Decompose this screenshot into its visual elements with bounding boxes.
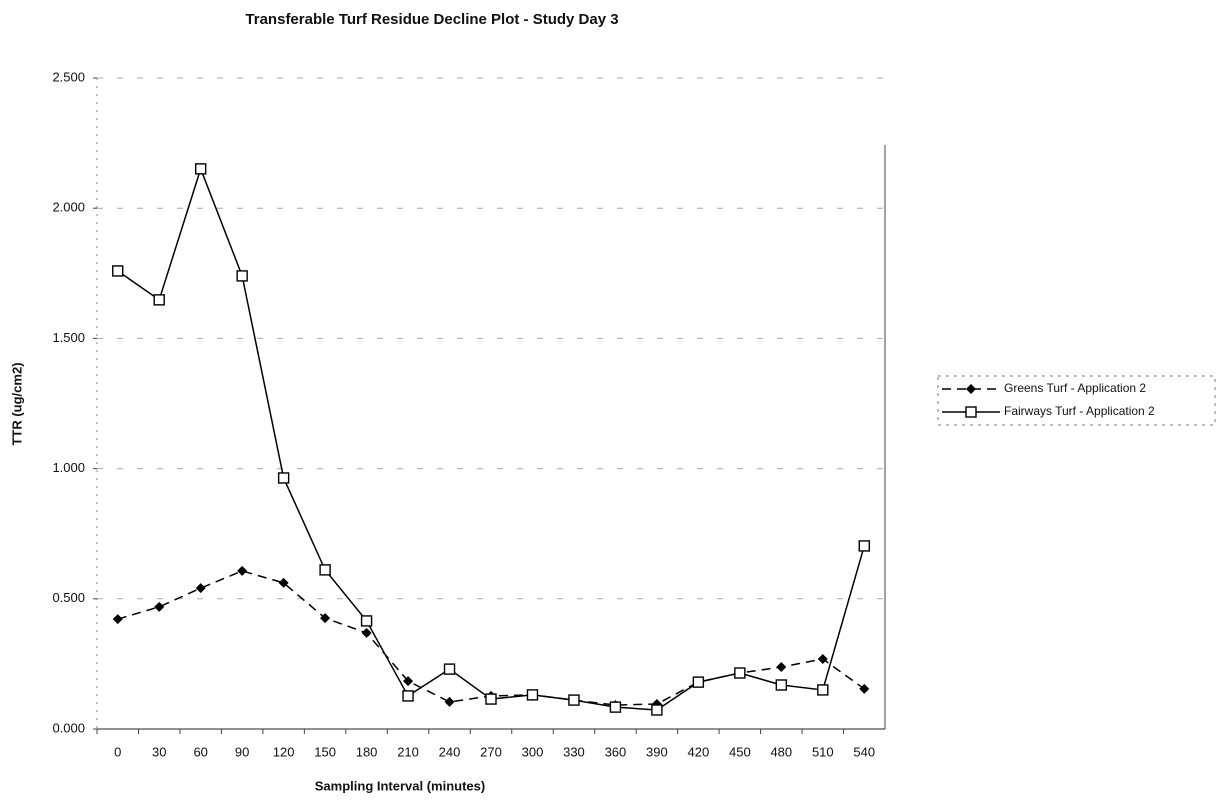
data-point (651, 704, 663, 716)
x-tick-label: 390 (646, 744, 668, 759)
data-point (692, 676, 705, 688)
data-point (817, 684, 829, 696)
y-axis-title: TTR (ug/cm2) (9, 362, 24, 445)
x-tick-label: 450 (729, 744, 751, 759)
x-tick-label: 360 (605, 744, 627, 759)
y-tick-label: 2.500 (52, 69, 85, 84)
x-tick-label: 150 (314, 744, 336, 759)
x-tick-label: 510 (812, 744, 834, 759)
x-tick-label: 60 (193, 744, 207, 759)
legend-label: Greens Turf - Application 2 (1004, 381, 1146, 395)
data-point (609, 701, 622, 713)
data-point (154, 601, 165, 612)
data-point (966, 384, 976, 394)
legend-label: Fairways Turf - Application 2 (1004, 404, 1155, 418)
data-point (817, 653, 828, 664)
x-tick-label: 210 (397, 744, 419, 759)
data-point (526, 689, 539, 701)
data-point (195, 583, 206, 594)
data-point (360, 615, 373, 627)
x-tick-label: 120 (273, 744, 295, 759)
data-point (112, 265, 124, 277)
y-tick-label: 2.000 (52, 200, 85, 215)
x-axis-title: Sampling Interval (minutes) (315, 778, 485, 793)
data-point (444, 696, 455, 707)
data-point (965, 406, 977, 418)
data-point (858, 540, 870, 552)
data-point (402, 690, 414, 702)
series-line (117, 570, 865, 706)
x-tick-label: 30 (152, 744, 166, 759)
x-tick-label: 90 (235, 744, 249, 759)
data-point (443, 663, 456, 675)
x-tick-label: 180 (356, 744, 378, 759)
x-tick-label: 540 (853, 744, 875, 759)
data-point (775, 679, 788, 691)
data-point (112, 614, 123, 625)
data-point (277, 472, 290, 484)
x-tick-label: 480 (770, 744, 792, 759)
data-point (403, 676, 414, 687)
data-point (278, 577, 289, 588)
chart-title: Transferable Turf Residue Decline Plot -… (245, 11, 618, 28)
y-tick-label: 0.000 (52, 720, 85, 735)
data-point (485, 693, 497, 705)
data-point (859, 683, 870, 694)
data-point (776, 662, 787, 673)
x-tick-label: 420 (688, 744, 710, 759)
series-line (117, 166, 865, 711)
data-point (237, 565, 248, 576)
data-point (734, 667, 746, 679)
data-point (568, 694, 580, 706)
y-tick-label: 0.500 (52, 590, 85, 605)
y-tick-label: 1.500 (52, 330, 85, 345)
data-point (319, 564, 331, 576)
x-tick-label: 0 (114, 744, 121, 759)
data-point (320, 613, 331, 624)
data-point (153, 294, 165, 306)
legend-box (937, 375, 1216, 426)
data-point (236, 270, 248, 282)
data-point (194, 163, 207, 175)
x-tick-label: 240 (439, 744, 461, 759)
y-tick-label: 1.000 (52, 460, 85, 475)
x-tick-label: 270 (480, 744, 502, 759)
x-tick-label: 330 (563, 744, 585, 759)
data-point (361, 627, 372, 638)
x-tick-label: 300 (522, 744, 544, 759)
